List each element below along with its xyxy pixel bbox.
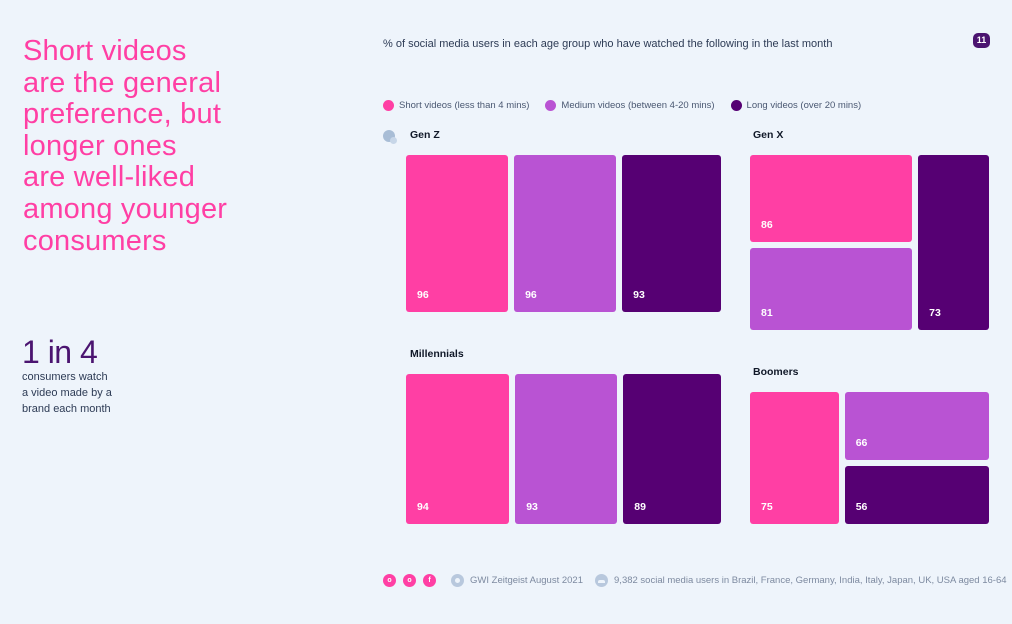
tile-value: 96: [525, 289, 537, 301]
tile-gen-x-short: 86: [750, 155, 913, 243]
source-text: GWI Zeitgeist August 2021: [470, 575, 584, 586]
legend-label-long: Long videos (over 20 mins): [746, 100, 862, 111]
tile-value: 81: [761, 306, 773, 319]
tile-gen-x-long: 73: [918, 155, 989, 330]
stat-value: 1 in 4: [22, 334, 98, 370]
tile-value: 56: [855, 500, 868, 513]
tile-value: 89: [634, 501, 646, 513]
headline: Short videos are the general preference,…: [23, 35, 228, 257]
legend-item-long: Long videos (over 20 mins): [730, 100, 862, 111]
tile-value: 86: [761, 219, 773, 232]
tile-gen-z-medium: 96: [514, 155, 617, 312]
stat-description: consumers watch a video made by a brand …: [22, 371, 112, 415]
instagram-icon[interactable]: o: [383, 574, 396, 587]
tile-millennials-medium: 93: [515, 374, 618, 524]
legend-label-medium: Medium videos (between 4-20 mins): [561, 100, 715, 111]
tile-value: 75: [761, 501, 773, 513]
tile-gen-z-long: 93: [622, 155, 721, 312]
group-label: Millennials: [410, 348, 464, 360]
legend-dot-short: [383, 100, 394, 111]
legend-dot-long: [730, 100, 742, 111]
chart-title: % of social media users in each age grou…: [383, 38, 833, 50]
tile-value: 66: [855, 437, 868, 450]
tile-gen-z-short: 96: [406, 155, 509, 312]
tile-boomers-medium: 66: [844, 392, 989, 461]
tile-millennials-long: 89: [623, 374, 721, 524]
sample-icon: [595, 574, 609, 587]
tile-millennials-short: 94: [406, 374, 510, 524]
legend-dot-medium: [545, 100, 557, 111]
chat-bubble-icon: [383, 130, 397, 144]
tile-boomers-short: 75: [750, 392, 839, 524]
tile-gen-x-medium: 81: [750, 248, 913, 330]
tile-value: 96: [417, 289, 429, 301]
facebook-icon[interactable]: f: [423, 574, 436, 587]
group-label: Gen X: [753, 129, 784, 141]
footer: o o f GWI Zeitgeist August 2021 9,382 so…: [383, 574, 1007, 587]
tile-value: 94: [417, 501, 429, 513]
tile-value: 93: [633, 289, 645, 301]
source-icon: [451, 574, 464, 587]
legend-item-short: Short videos (less than 4 mins): [383, 100, 529, 111]
legend-item-medium: Medium videos (between 4-20 mins): [545, 100, 715, 111]
legend: Short videos (less than 4 mins) Medium v…: [383, 100, 861, 111]
sample-text: 9,382 social media users in Brazil, Fran…: [614, 575, 1007, 586]
group-label: Gen Z: [410, 129, 440, 141]
tile-value: 93: [526, 501, 538, 513]
tile-value: 73: [929, 307, 941, 319]
legend-label-short: Short videos (less than 4 mins): [399, 100, 530, 111]
group-label: Boomers: [753, 366, 799, 378]
page-number-badge: 11: [973, 33, 990, 48]
tile-boomers-long: 56: [844, 466, 989, 524]
instagram-icon[interactable]: o: [403, 574, 416, 587]
